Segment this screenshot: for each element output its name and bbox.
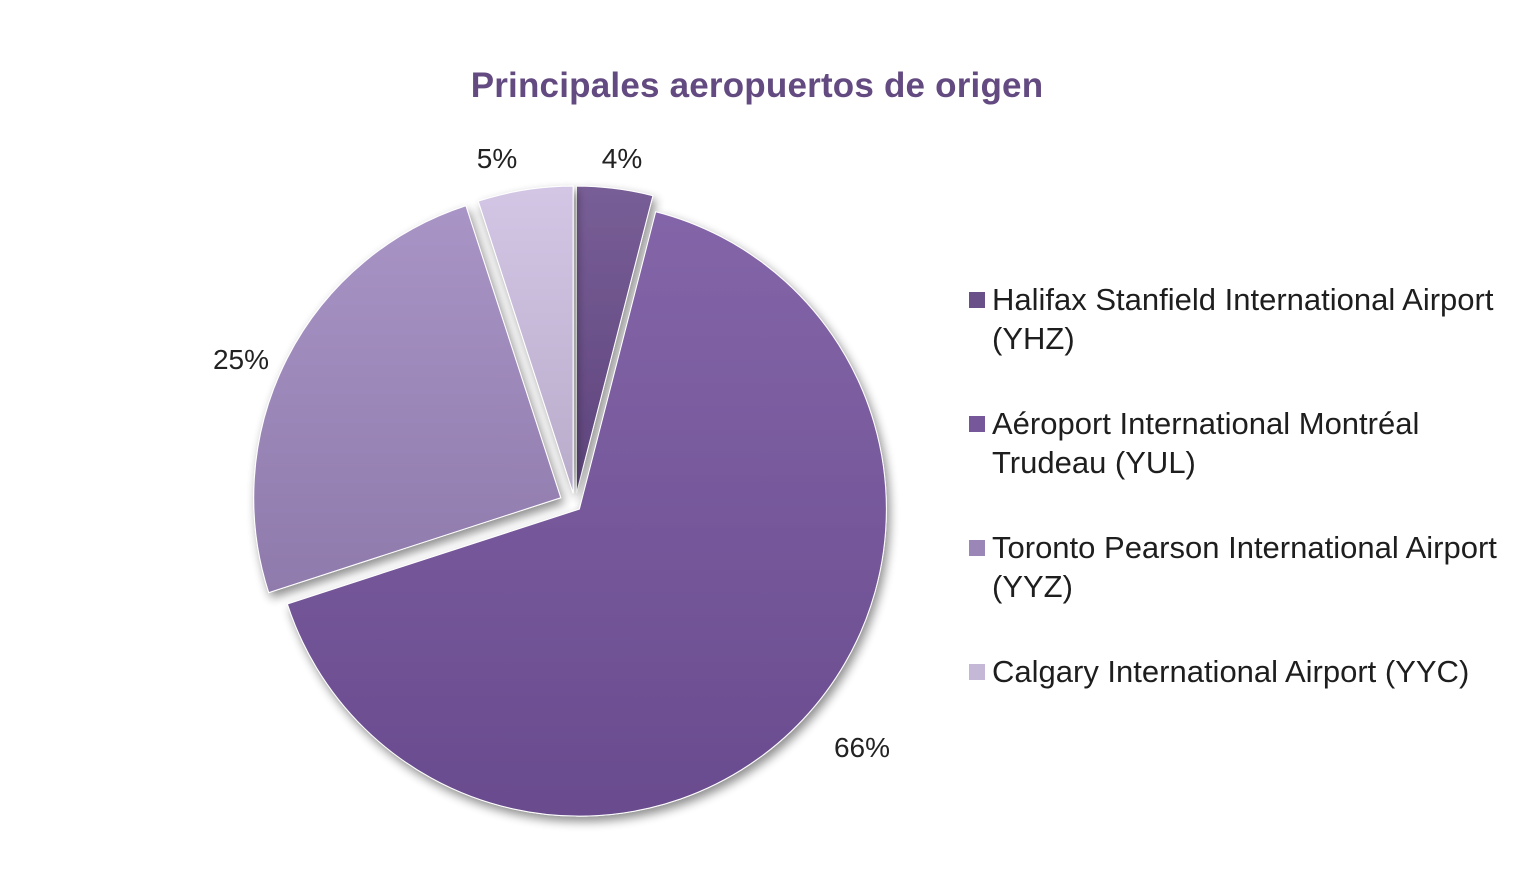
legend-swatch <box>969 292 985 308</box>
data-label-calgary-international-airport-yyc: 5% <box>477 143 517 174</box>
legend-item-halifax-stanfield-international-airport-yhz: Halifax Stanfield International Airport … <box>966 280 1526 358</box>
legend-swatch <box>969 540 985 556</box>
legend-label: Toronto Pearson International Airport (Y… <box>992 530 1497 604</box>
pie-slice-toronto-pearson-international-airport-yyz <box>253 205 562 594</box>
data-label-aeroport-international-montreal-trudeau-yul: 66% <box>834 732 890 763</box>
legend-item-calgary-international-airport-yyc: Calgary International Airport (YYC) <box>966 652 1526 691</box>
legend-label: Calgary International Airport (YYC) <box>992 654 1470 689</box>
pie-slices <box>253 185 887 817</box>
legend-label: Halifax Stanfield International Airport … <box>992 282 1494 356</box>
data-label-halifax-stanfield-international-airport-yhz: 4% <box>602 143 642 174</box>
legend-item-aeroport-international-montreal-trudeau-yul: Aéroport International Montréal Trudeau … <box>966 404 1526 482</box>
legend: Halifax Stanfield International Airport … <box>966 280 1526 737</box>
chart-title: Principales aeropuertos de origen <box>470 66 1044 105</box>
legend-swatch <box>969 664 985 680</box>
pie-slice-halifax-stanfield-international-airport-yhz <box>576 185 654 494</box>
legend-swatch <box>969 416 985 432</box>
pie-data-labels: 4% 66% 25% 5% <box>213 143 890 763</box>
data-label-toronto-pearson-international-airport-yyz: 25% <box>213 344 269 375</box>
pie-slice-calgary-international-airport-yyc <box>477 185 574 494</box>
legend-label: Aéroport International Montréal Trudeau … <box>992 406 1420 480</box>
pie-slice-aeroport-international-montreal-trudeau-yul <box>286 211 887 817</box>
legend-item-toronto-pearson-international-airport-yyz: Toronto Pearson International Airport (Y… <box>966 528 1526 606</box>
